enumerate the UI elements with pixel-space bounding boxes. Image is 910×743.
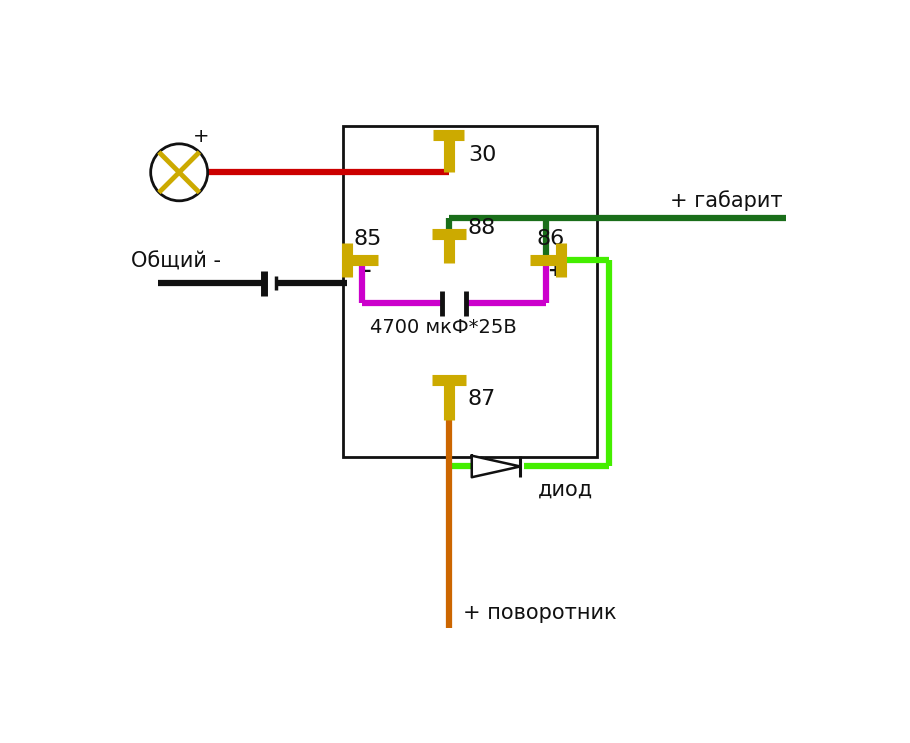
Circle shape xyxy=(151,144,207,201)
Text: 85: 85 xyxy=(353,229,381,249)
Text: Общий -: Общий - xyxy=(131,252,221,272)
Text: 30: 30 xyxy=(468,145,496,165)
Polygon shape xyxy=(471,455,521,477)
Text: 4700 мкФ*25В: 4700 мкФ*25В xyxy=(370,318,517,337)
Text: + поворотник: + поворотник xyxy=(462,603,616,623)
Text: 88: 88 xyxy=(468,218,496,238)
Text: -: - xyxy=(364,262,371,280)
Text: диод: диод xyxy=(538,479,593,499)
Text: 86: 86 xyxy=(537,229,565,249)
Text: +: + xyxy=(193,126,209,146)
Text: + габарит: + габарит xyxy=(671,190,783,211)
Bar xyxy=(343,126,597,457)
Text: 87: 87 xyxy=(468,389,496,409)
Text: +: + xyxy=(547,262,562,280)
